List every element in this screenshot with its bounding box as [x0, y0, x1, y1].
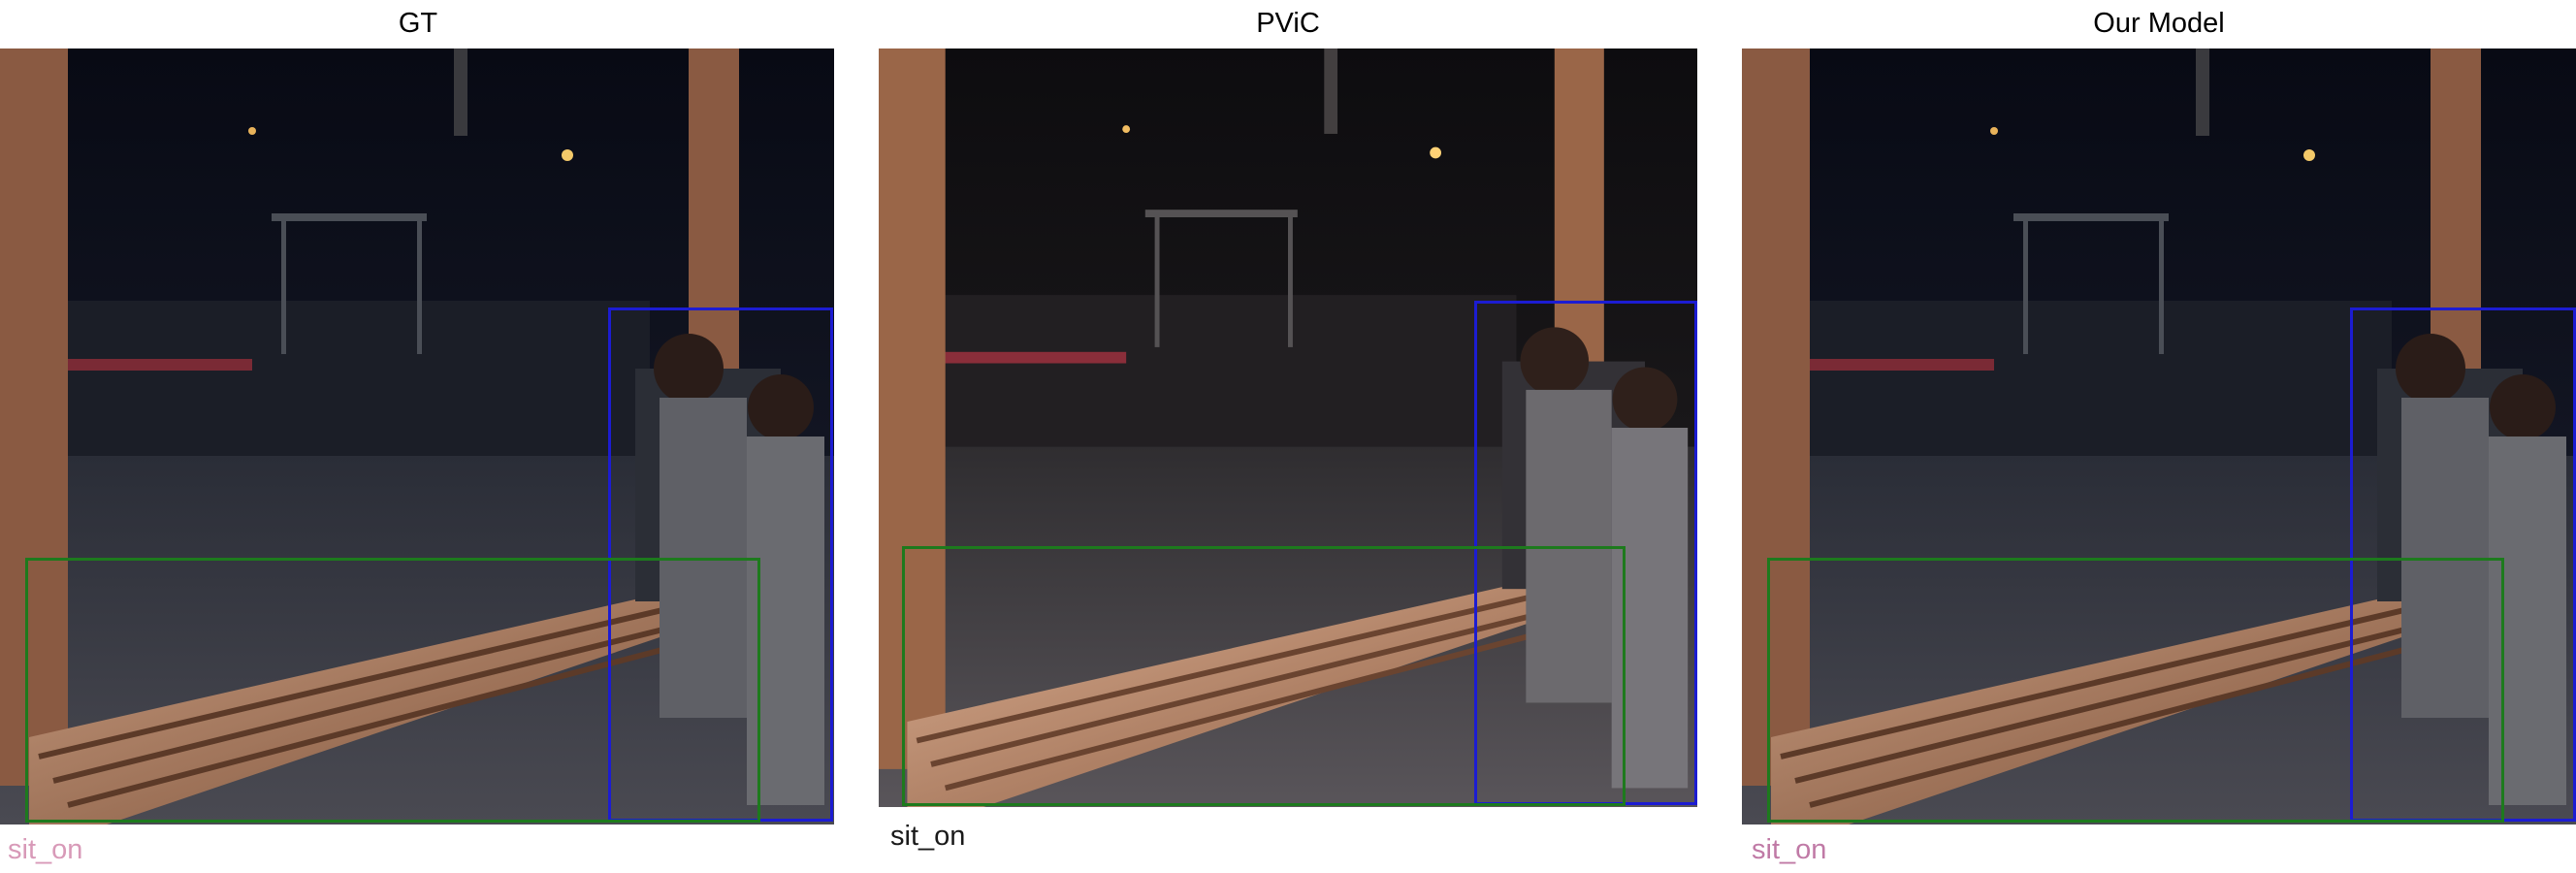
interaction-label: sit_on — [1752, 834, 1827, 865]
object-box — [1767, 558, 2504, 823]
scene-photo — [0, 48, 834, 824]
panel-our-model: Our Model — [1742, 0, 2576, 873]
object-box — [902, 546, 1626, 806]
panel-pvic: PViC — [879, 0, 1697, 873]
scene-photo — [1742, 48, 2576, 824]
scene-photo — [879, 48, 1697, 807]
panel-gt: GT — [0, 0, 836, 873]
interaction-label: sit_on — [890, 821, 966, 852]
panel-title: Our Model — [2093, 8, 2225, 39]
scene-illustration — [1742, 48, 2576, 824]
object-box — [25, 558, 760, 823]
interaction-label: sit_on — [8, 834, 83, 865]
scene-illustration — [0, 48, 834, 824]
panel-title: PViC — [1256, 8, 1320, 39]
panel-title: GT — [398, 8, 438, 39]
scene-illustration — [879, 48, 1697, 807]
